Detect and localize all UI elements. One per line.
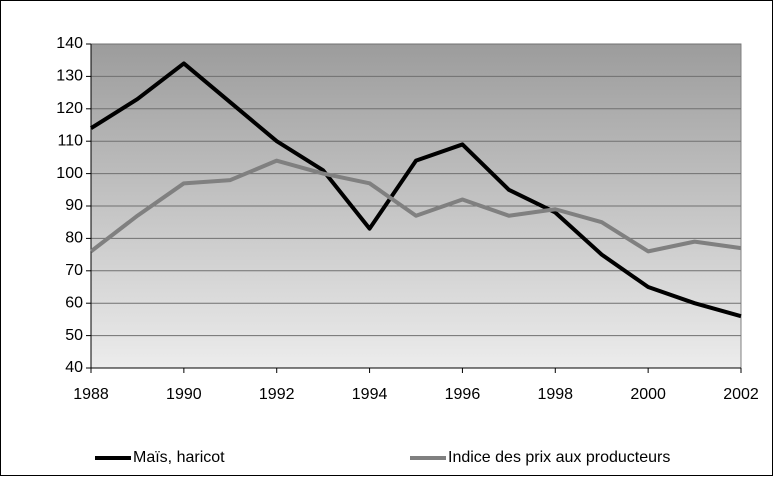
legend-label: Maïs, haricot bbox=[133, 449, 225, 466]
x-tick-label: 2000 bbox=[630, 386, 666, 403]
x-tick-label: 1998 bbox=[537, 386, 573, 403]
legend-label: Indice des prix aux producteurs bbox=[448, 449, 670, 466]
y-tick-label: 90 bbox=[65, 197, 83, 214]
series-line bbox=[89, 158, 742, 254]
y-tick-label: 80 bbox=[65, 230, 83, 247]
y-tick-label: 110 bbox=[57, 132, 83, 149]
series-line bbox=[89, 61, 742, 319]
y-tick-label: 100 bbox=[56, 165, 83, 182]
x-tick-label: 1992 bbox=[259, 386, 295, 403]
y-tick-label: 120 bbox=[56, 100, 83, 117]
y-tick-label: 70 bbox=[65, 262, 83, 279]
y-tick-label: 60 bbox=[65, 294, 83, 311]
y-tick-label: 130 bbox=[56, 68, 83, 85]
x-tick-label: 1994 bbox=[352, 386, 388, 403]
y-tick-label: 140 bbox=[56, 35, 83, 52]
y-tick-label: 40 bbox=[65, 359, 83, 376]
x-tick-label: 1996 bbox=[445, 386, 481, 403]
x-tick-label: 2002 bbox=[723, 386, 759, 403]
x-tick-label: 1988 bbox=[73, 386, 109, 403]
x-tick-label: 1990 bbox=[166, 386, 202, 403]
y-tick-label: 50 bbox=[65, 327, 83, 344]
